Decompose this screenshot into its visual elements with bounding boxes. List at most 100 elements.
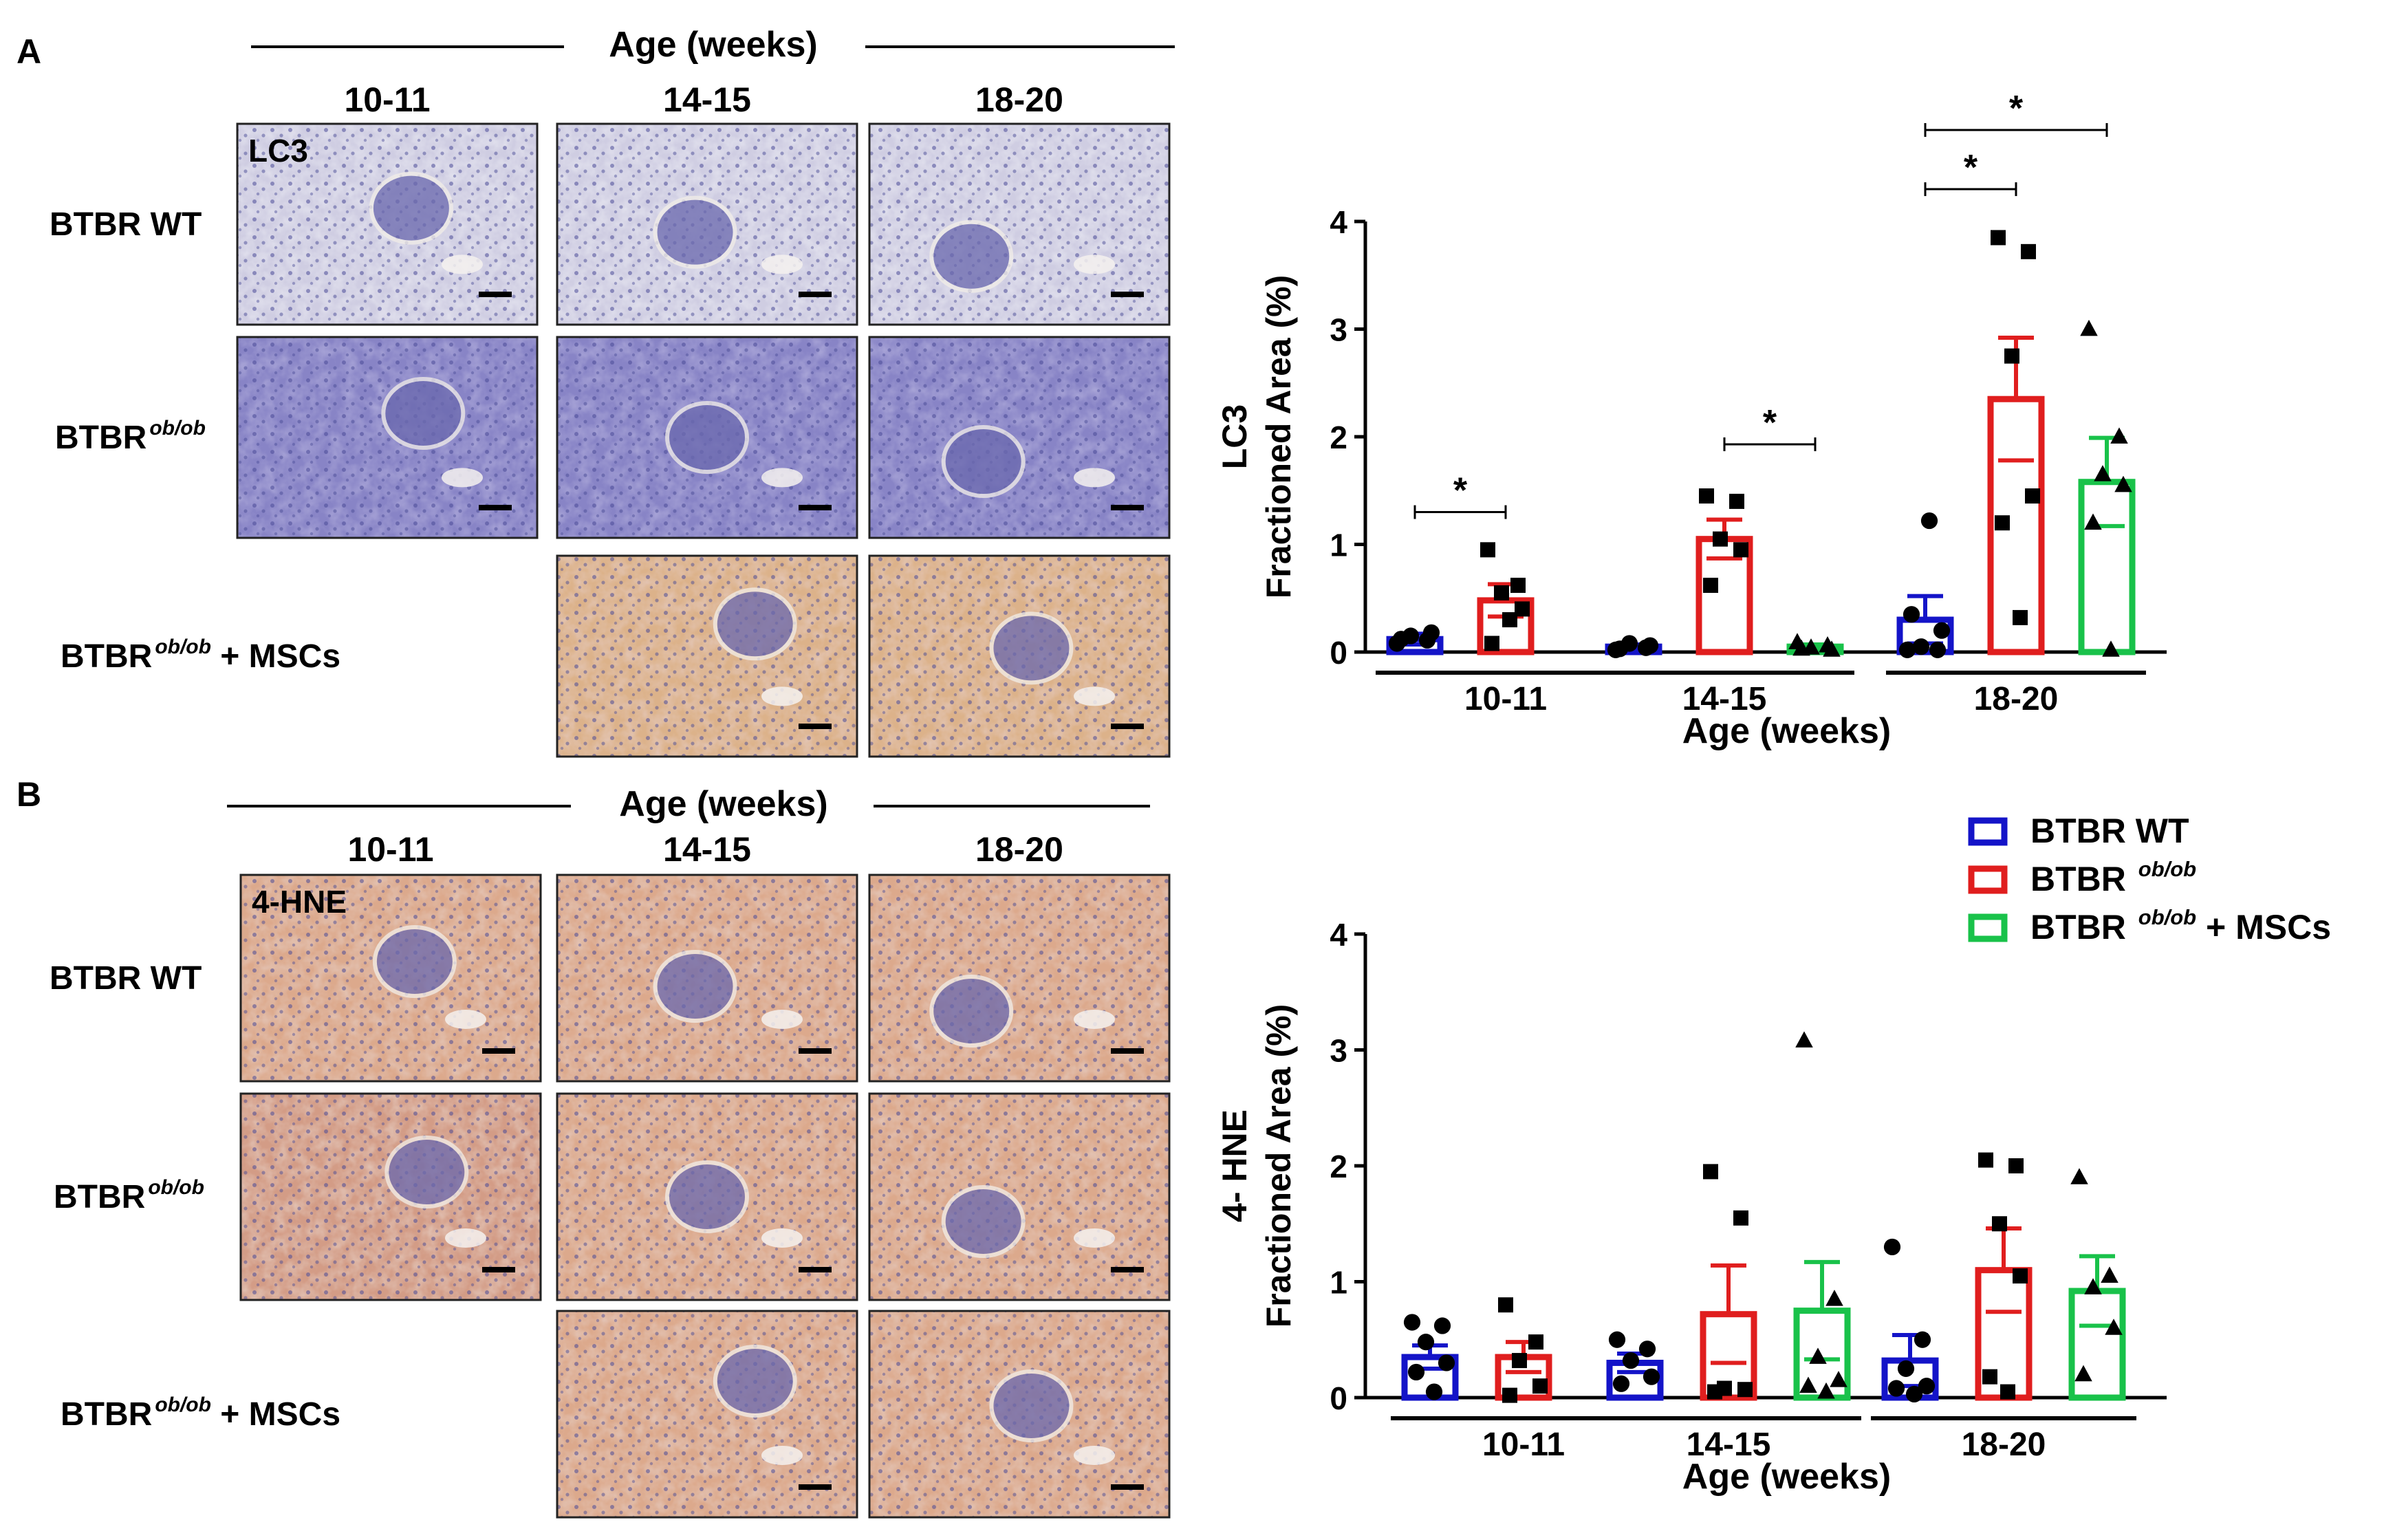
glomerulus <box>929 219 1014 293</box>
data-point <box>1643 1368 1660 1385</box>
x-axis-label: Age (weeks) <box>1682 1457 1891 1497</box>
data-point <box>2110 427 2128 444</box>
data-point <box>1929 641 1947 658</box>
data-point <box>1920 512 1938 530</box>
data-point <box>1729 493 1744 509</box>
tile-border <box>868 122 1171 326</box>
data-point <box>2000 1384 2015 1400</box>
data-point <box>1515 601 1530 617</box>
age-group-label: 10-11 <box>347 830 433 869</box>
micrograph-tile <box>236 336 539 539</box>
data-point <box>1417 1334 1435 1351</box>
y-tick-label: 3 <box>1330 312 1347 348</box>
data-point <box>1703 1164 1718 1180</box>
age-group-label: 14-15 <box>663 830 751 869</box>
row-label: BTBR WT <box>50 206 202 243</box>
legend-swatch <box>1968 817 2008 846</box>
tile-border <box>236 122 539 326</box>
tubule-lumen <box>442 254 483 274</box>
stain-label: 4-HNE <box>252 884 347 920</box>
row-label-base: BTBR WT <box>50 206 202 243</box>
glomerulus <box>941 1185 1026 1258</box>
micrograph-tile <box>556 874 858 1083</box>
scale-bar <box>482 1048 515 1054</box>
age-group-label: 14-15 <box>663 80 751 119</box>
scale-bar <box>1111 292 1144 297</box>
age-group-label: 10-11 <box>344 80 430 119</box>
tubule-lumen <box>1074 1446 1115 1465</box>
glomerulus <box>929 975 1014 1048</box>
row-label-sup: ob/ob <box>155 636 211 658</box>
scale-bar <box>1111 1267 1144 1272</box>
tile-border <box>556 336 858 539</box>
glomerulus <box>665 1160 749 1233</box>
data-point <box>1403 1314 1421 1331</box>
tile-nuclei <box>557 556 857 757</box>
scale-bar <box>799 1484 832 1490</box>
data-point <box>2102 640 2120 657</box>
scale-bar <box>799 505 832 510</box>
micrograph-tile <box>868 336 1171 539</box>
legend-label: BTBR ob/ob + MSCs <box>2030 905 2331 946</box>
data-point <box>1484 636 1499 651</box>
data-point <box>1792 639 1810 656</box>
data-point <box>1438 1354 1455 1371</box>
tubule-lumen <box>761 1228 803 1248</box>
tubule-lumen <box>761 1010 803 1029</box>
row-label: BTBR ob/ob <box>54 1176 204 1215</box>
data-point <box>1703 577 1718 593</box>
tile-nuclei <box>869 124 1169 325</box>
tubule-lumen <box>761 686 803 706</box>
data-point <box>1425 1383 1443 1400</box>
glomerulus <box>381 376 466 450</box>
tile-border <box>868 874 1171 1083</box>
y-tick-label: 1 <box>1330 528 1347 563</box>
data-point <box>1830 1371 1847 1387</box>
glomerulus <box>653 195 737 269</box>
legend-swatch <box>1968 913 2008 942</box>
tile-border <box>868 1310 1171 1519</box>
legend-label-base: BTBR <box>2030 860 2136 898</box>
data-point <box>1622 1352 1640 1369</box>
tile-border <box>556 1092 858 1301</box>
significance-star: * <box>1453 471 1468 511</box>
data-point <box>1612 1375 1630 1392</box>
bar <box>2078 479 2136 655</box>
bar <box>2068 1288 2126 1401</box>
tile-border <box>556 874 858 1083</box>
data-point <box>1825 1290 1843 1306</box>
stain-label: LC3 <box>248 133 308 169</box>
glomerulus <box>713 1345 797 1418</box>
data-point <box>2105 1319 2123 1335</box>
scale-bar <box>1111 1484 1144 1490</box>
data-point <box>2021 243 2036 259</box>
row-label: BTBR ob/ob <box>55 417 206 456</box>
glomerulus <box>665 401 749 474</box>
glomerulus <box>941 425 1026 499</box>
tile-border <box>239 1092 542 1301</box>
tile-border <box>868 336 1171 539</box>
y-tick-label: 2 <box>1330 420 1347 455</box>
tubule-lumen <box>1074 1228 1115 1248</box>
significance-star: * <box>1964 148 1978 188</box>
data-point <box>1809 1347 1827 1364</box>
y-axis-label: LC3 <box>1215 404 1254 469</box>
tile-nuclei <box>237 337 537 538</box>
micrograph-tile <box>868 554 1171 758</box>
data-point <box>2013 1268 2028 1284</box>
x-axis-label: Age (weeks) <box>1682 711 1891 751</box>
data-point <box>2013 609 2028 625</box>
micrograph-tile <box>868 122 1171 326</box>
panel-letter: B <box>17 775 41 814</box>
row-label-base: BTBR <box>54 1179 145 1215</box>
data-point <box>1512 1353 1527 1369</box>
legend-label: BTBR WT <box>2030 812 2189 850</box>
tile-border <box>868 1092 1171 1301</box>
data-point <box>1502 1387 1517 1403</box>
micrograph-tile <box>556 122 858 326</box>
row-label-sup: ob/ob <box>155 1393 211 1416</box>
glomerulus <box>384 1136 469 1208</box>
